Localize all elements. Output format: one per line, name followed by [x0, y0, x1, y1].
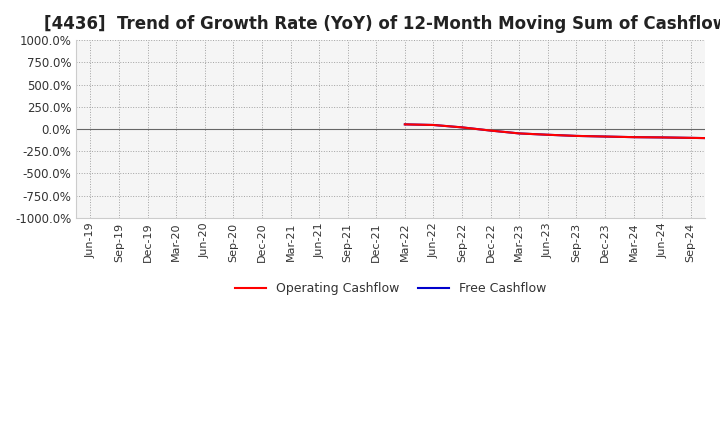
Free Cashflow: [715, 136, 720, 141]
Free Cashflow: [544, 132, 552, 137]
Operating Cashflow: [572, 133, 581, 139]
Free Cashflow: [515, 131, 523, 136]
Free Cashflow: [458, 125, 467, 130]
Operating Cashflow: [544, 132, 552, 137]
Operating Cashflow: [629, 135, 638, 140]
Free Cashflow: [629, 135, 638, 140]
Free Cashflow: [429, 122, 438, 128]
Operating Cashflow: [400, 122, 409, 127]
Operating Cashflow: [458, 125, 467, 130]
Operating Cashflow: [686, 135, 695, 140]
Operating Cashflow: [515, 131, 523, 136]
Free Cashflow: [686, 135, 695, 140]
Free Cashflow: [400, 122, 409, 127]
Line: Operating Cashflow: Operating Cashflow: [405, 125, 719, 138]
Title: [4436]  Trend of Growth Rate (YoY) of 12-Month Moving Sum of Cashflows: [4436] Trend of Growth Rate (YoY) of 12-…: [43, 15, 720, 33]
Operating Cashflow: [600, 134, 609, 139]
Line: Free Cashflow: Free Cashflow: [405, 125, 719, 138]
Free Cashflow: [600, 134, 609, 139]
Free Cashflow: [486, 128, 495, 133]
Operating Cashflow: [486, 128, 495, 133]
Free Cashflow: [572, 133, 581, 139]
Free Cashflow: [658, 135, 667, 140]
Legend: Operating Cashflow, Free Cashflow: Operating Cashflow, Free Cashflow: [230, 278, 552, 301]
Operating Cashflow: [658, 135, 667, 140]
Operating Cashflow: [429, 122, 438, 128]
Operating Cashflow: [715, 136, 720, 141]
